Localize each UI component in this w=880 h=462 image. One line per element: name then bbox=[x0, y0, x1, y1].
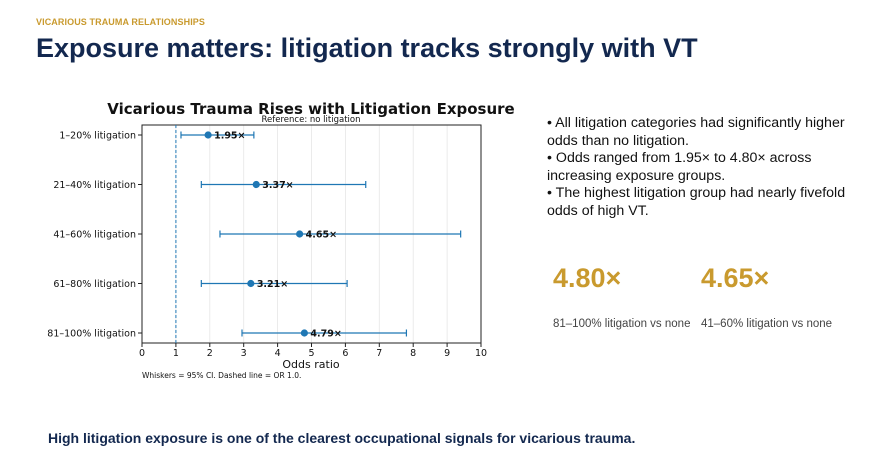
takeaway-statement: High litigation exposure is one of the c… bbox=[48, 430, 636, 446]
odds-ratio-point bbox=[300, 329, 308, 337]
x-tick-label: 0 bbox=[139, 348, 145, 359]
y-tick-label: 81–100% litigation bbox=[47, 329, 136, 340]
kpi-label-highest: 81–100% litigation vs none bbox=[553, 318, 691, 330]
x-tick-label: 4 bbox=[275, 348, 281, 359]
y-tick-label: 1–20% litigation bbox=[59, 131, 136, 142]
key-findings-list: • All litigation categories had signific… bbox=[547, 115, 847, 220]
y-tick-label: 61–80% litigation bbox=[53, 279, 136, 290]
finding-bullet: • Odds ranged from 1.95× to 4.80× across… bbox=[547, 150, 812, 184]
section-eyebrow: VICARIOUS TRAUMA RELATIONSHIPS bbox=[36, 17, 206, 27]
odds-ratio-label: 4.65× bbox=[306, 230, 337, 241]
x-tick-label: 8 bbox=[410, 348, 416, 359]
chart-subtitle: Reference: no litigation bbox=[262, 115, 361, 125]
kpi-value-second: 4.65× bbox=[701, 263, 770, 293]
y-tick-label: 41–60% litigation bbox=[53, 230, 136, 241]
odds-ratio-point bbox=[204, 131, 212, 139]
x-tick-label: 3 bbox=[241, 348, 247, 359]
odds-ratio-label: 3.37× bbox=[262, 180, 293, 191]
x-tick-label: 10 bbox=[475, 348, 487, 359]
odds-ratio-label: 4.79× bbox=[310, 329, 341, 340]
chart-footnote: Whiskers = 95% CI. Dashed line = OR 1.0. bbox=[142, 371, 301, 380]
odds-ratio-label: 1.95× bbox=[214, 131, 245, 142]
forest-plot-chart: 0 1 2 3 4 5 6 7 8 9 10 1–20% litigation 1.95× 21–40% … bbox=[47, 100, 514, 380]
finding-bullet: • The highest litigation group had nearl… bbox=[547, 185, 846, 219]
x-tick-label: 7 bbox=[376, 348, 382, 359]
y-tick-label: 21–40% litigation bbox=[53, 180, 136, 191]
x-tick-label: 6 bbox=[342, 348, 348, 359]
finding-bullet: • All litigation categories had signific… bbox=[547, 115, 845, 149]
chart-title: Vicarious Trauma Rises with Litigation E… bbox=[107, 100, 514, 118]
x-tick-label: 1 bbox=[173, 348, 179, 359]
x-tick-label: 9 bbox=[444, 348, 450, 359]
slide-title: Exposure matters: litigation tracks stro… bbox=[36, 33, 698, 63]
kpi-label-second: 41–60% litigation vs none bbox=[701, 318, 833, 330]
x-tick-label: 2 bbox=[207, 348, 213, 359]
odds-ratio-point bbox=[252, 180, 260, 189]
odds-ratio-label: 3.21× bbox=[257, 279, 288, 290]
x-axis-label: Odds ratio bbox=[282, 358, 339, 371]
x-tick-label: 5 bbox=[308, 348, 314, 359]
kpi-value-highest: 4.80× bbox=[553, 263, 622, 293]
odds-ratio-point bbox=[247, 279, 255, 288]
odds-ratio-point bbox=[296, 230, 304, 238]
